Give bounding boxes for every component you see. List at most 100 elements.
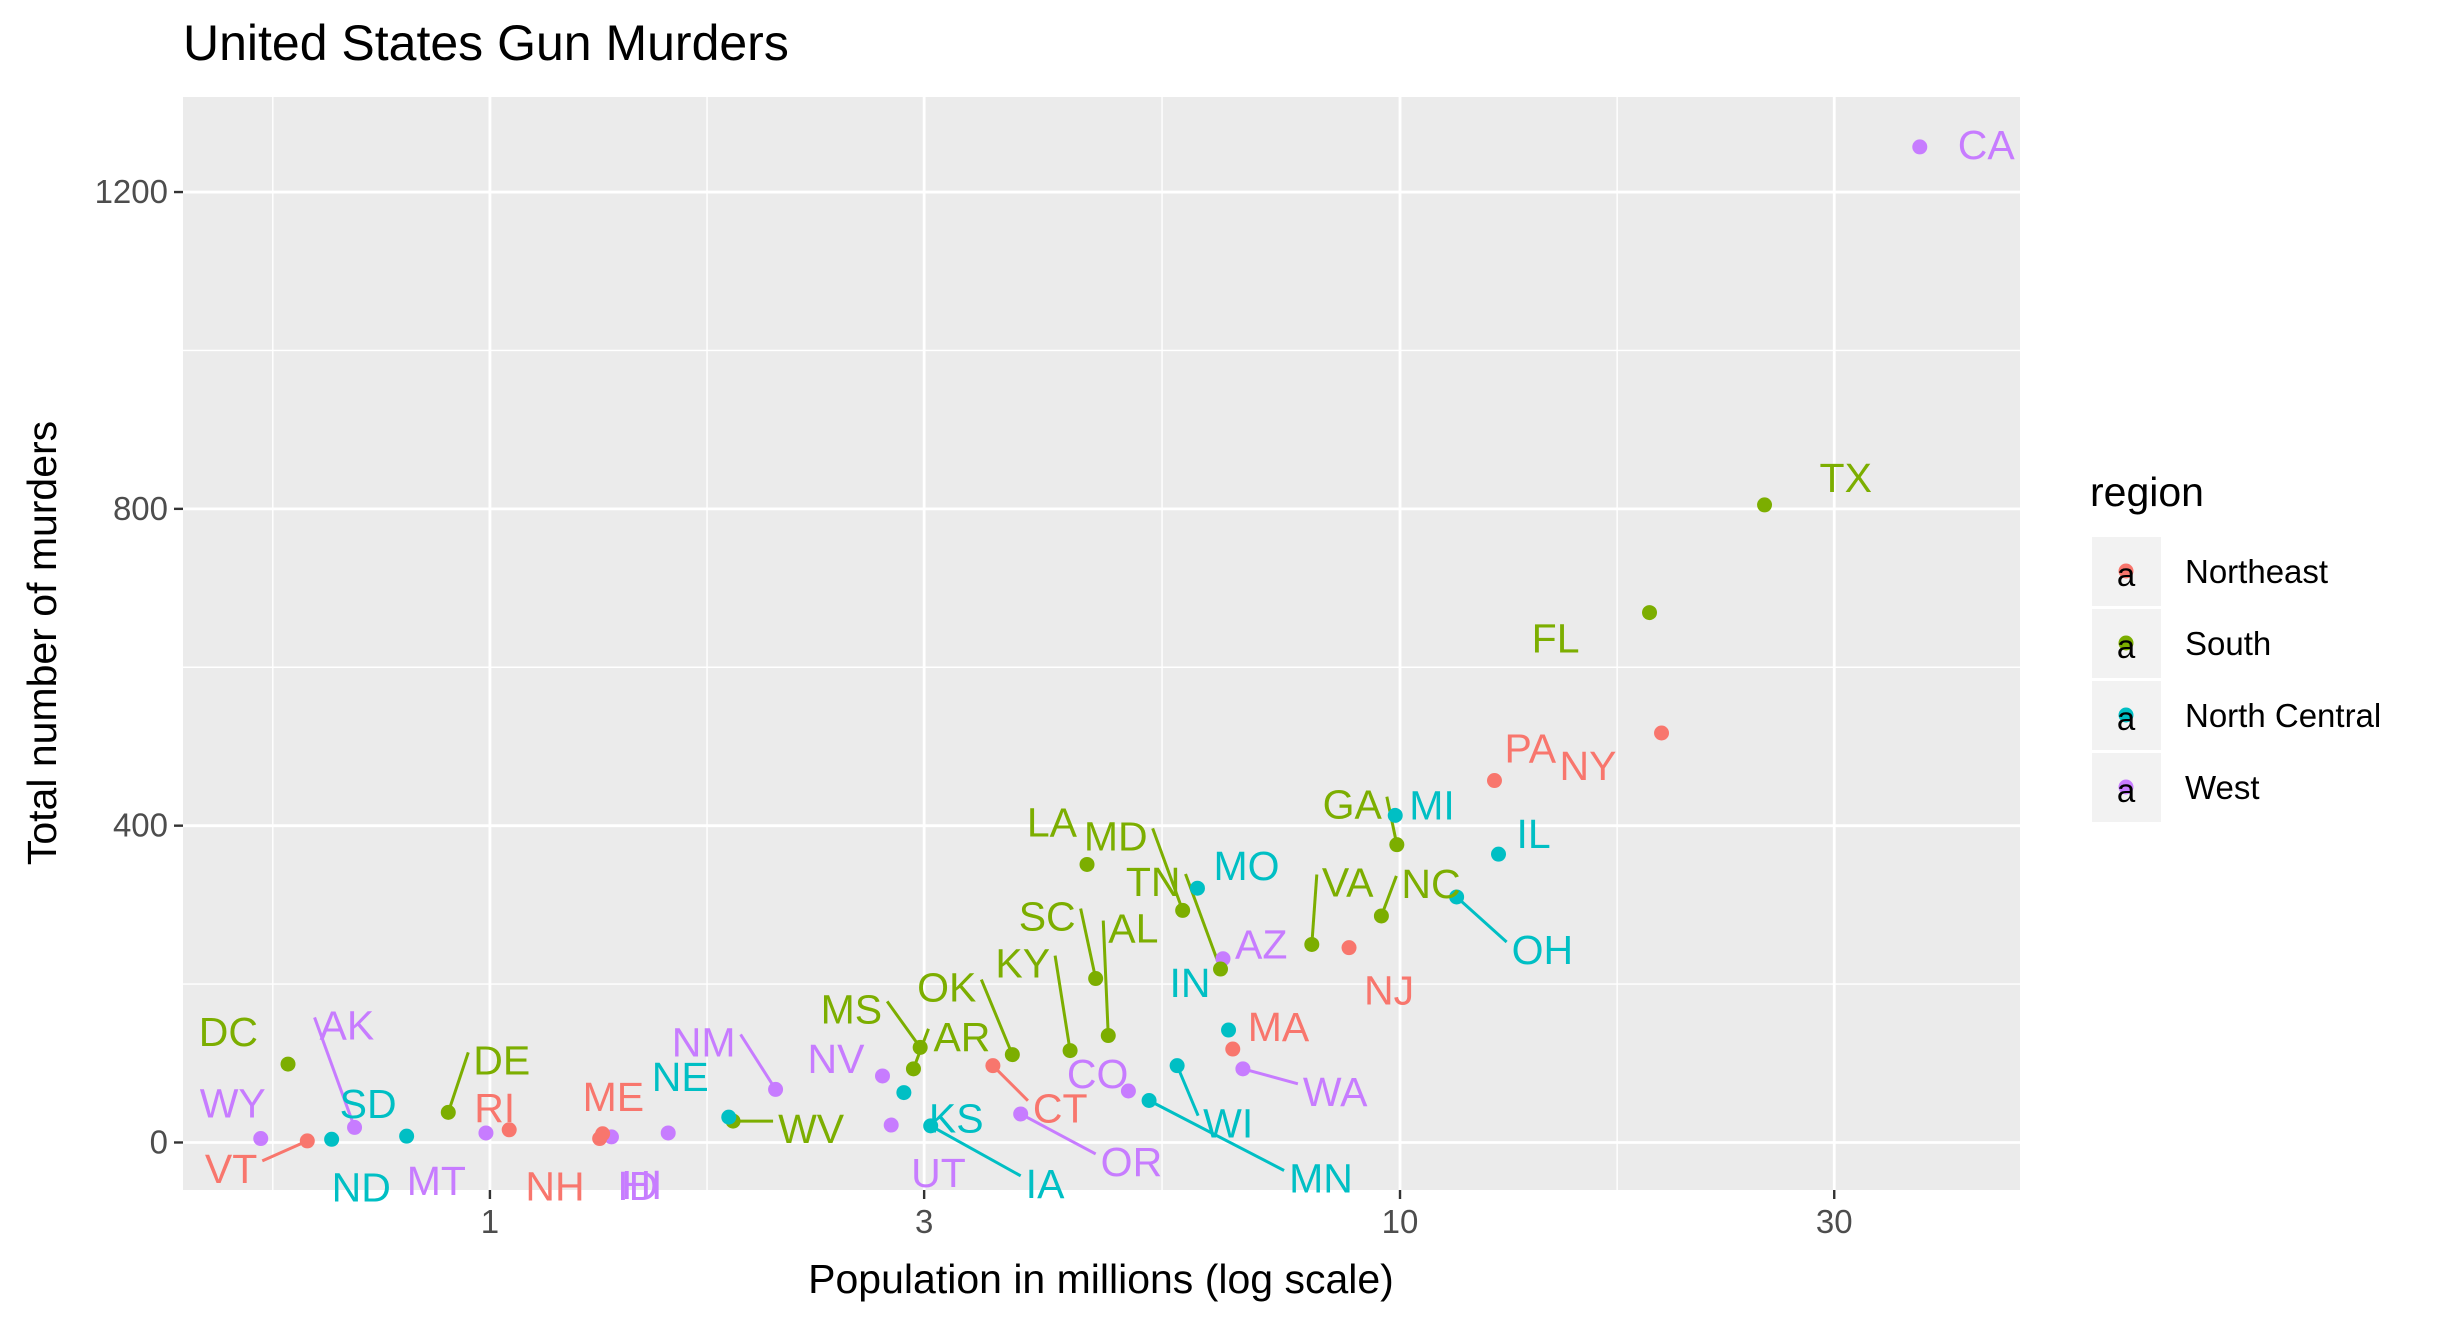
data-point: [896, 1085, 912, 1101]
data-point: [721, 1109, 737, 1125]
data-point: [660, 1125, 676, 1141]
point-label: GA: [1323, 782, 1383, 828]
x-tick-label: 30: [1816, 1203, 1853, 1240]
data-point: [280, 1056, 296, 1072]
y-tick-label: 1200: [95, 173, 168, 210]
data-point: [883, 1117, 899, 1133]
legend-key-glyph: a: [2117, 628, 2136, 665]
data-point: [440, 1104, 456, 1120]
legend-key-point: [2118, 563, 2134, 579]
label-connector: [1101, 920, 1110, 1036]
data-point: [1486, 773, 1502, 789]
data-point: [1235, 1061, 1251, 1077]
point-label: CO: [1067, 1051, 1129, 1097]
data-point: [1341, 940, 1357, 956]
y-tick-label: 0: [150, 1123, 168, 1160]
point-label: ME: [583, 1074, 645, 1120]
legend-label: South: [2185, 625, 2271, 662]
point-label: ND: [332, 1164, 391, 1210]
point-label: ID: [617, 1163, 658, 1209]
point-label: AZ: [1235, 922, 1287, 968]
data-point: [1654, 725, 1670, 741]
point-label: MA: [1248, 1004, 1310, 1050]
label-connector: [1455, 895, 1508, 944]
x-tick-label: 1: [481, 1203, 499, 1240]
label-connector: [446, 1051, 470, 1113]
point-label: MS: [821, 986, 883, 1032]
data-point: [501, 1122, 517, 1138]
data-point: [1189, 880, 1205, 896]
point-label: AK: [320, 1002, 375, 1048]
y-axis: 0 400 800 1200: [95, 173, 183, 1160]
x-axis: 1 3 10 30: [481, 1190, 1853, 1240]
point-label: HI: [621, 1162, 662, 1208]
point-label: WV: [778, 1106, 845, 1152]
legend-label: North Central: [2185, 697, 2381, 734]
data-point: [1169, 1058, 1185, 1074]
point-label: TN: [1126, 859, 1181, 905]
data-point: [399, 1128, 415, 1144]
label-connector: [261, 1139, 308, 1163]
data-point: [253, 1131, 269, 1147]
x-tick-label: 10: [1382, 1203, 1419, 1240]
data-point: [923, 1118, 939, 1134]
point-label: LA: [1027, 799, 1078, 845]
legend-key-point: [2118, 707, 2134, 723]
label-connector: [1151, 827, 1185, 911]
point-label: OH: [1512, 927, 1574, 973]
label-connector: [1148, 1099, 1285, 1172]
point-label: CA: [1958, 122, 2016, 168]
legend-key-glyph: a: [2117, 772, 2136, 809]
legend-label: Northeast: [2185, 553, 2328, 590]
data-point: [1013, 1106, 1029, 1122]
point-label: CT: [1033, 1086, 1088, 1132]
point-label: KS: [929, 1096, 984, 1142]
x-axis-title: Population in millions (log scale): [808, 1256, 1394, 1302]
major-gridlines: [183, 97, 2020, 1190]
data-point: [912, 1039, 928, 1055]
legend-label: West: [2185, 769, 2260, 806]
data-point: [1373, 908, 1389, 924]
data-point: [1175, 902, 1191, 918]
data-point: [985, 1058, 1001, 1074]
y-tick-label: 800: [113, 490, 168, 527]
point-label: DE: [473, 1037, 530, 1083]
data-point: [347, 1119, 363, 1135]
label-connector: [991, 1064, 1029, 1102]
label-connector: [929, 1124, 1022, 1178]
point-label: NE: [652, 1054, 709, 1100]
x-tick-label: 3: [915, 1203, 933, 1240]
y-axis-title: Total number of murders: [19, 421, 65, 865]
point-label: DC: [199, 1009, 258, 1055]
plot-panel: [183, 97, 2020, 1190]
point-label: NV: [808, 1036, 866, 1082]
label-connector: [1053, 955, 1072, 1051]
point-label: NY: [1560, 743, 1617, 789]
legend: region a Northeast a South a North Central a We…: [2090, 469, 2381, 822]
point-label: NH: [525, 1164, 584, 1210]
point-label: VA: [1322, 859, 1374, 905]
point-label: MD: [1084, 813, 1148, 859]
chart-title: United States Gun Murders: [183, 15, 789, 71]
data-point: [1304, 936, 1320, 952]
data-point: [1225, 1041, 1241, 1057]
point-label: TX: [1820, 455, 1872, 501]
data-point: [1491, 846, 1507, 862]
point-label: NJ: [1364, 968, 1414, 1014]
data-point: [1004, 1047, 1020, 1063]
data-point: [1449, 889, 1465, 905]
point-label: RI: [474, 1085, 515, 1131]
point-label: OK: [917, 965, 976, 1011]
data-point: [1062, 1043, 1078, 1059]
data-point: [1757, 497, 1773, 513]
data-point: [1100, 1028, 1116, 1044]
label-connector: [313, 1016, 356, 1128]
data-point: [592, 1131, 608, 1147]
point-label: MT: [407, 1158, 466, 1204]
point-label: SC: [1019, 894, 1076, 940]
point-label: WY: [200, 1081, 266, 1127]
data-point: [1079, 856, 1095, 872]
point-label: FL: [1532, 616, 1580, 662]
point-label: OR: [1101, 1139, 1163, 1185]
